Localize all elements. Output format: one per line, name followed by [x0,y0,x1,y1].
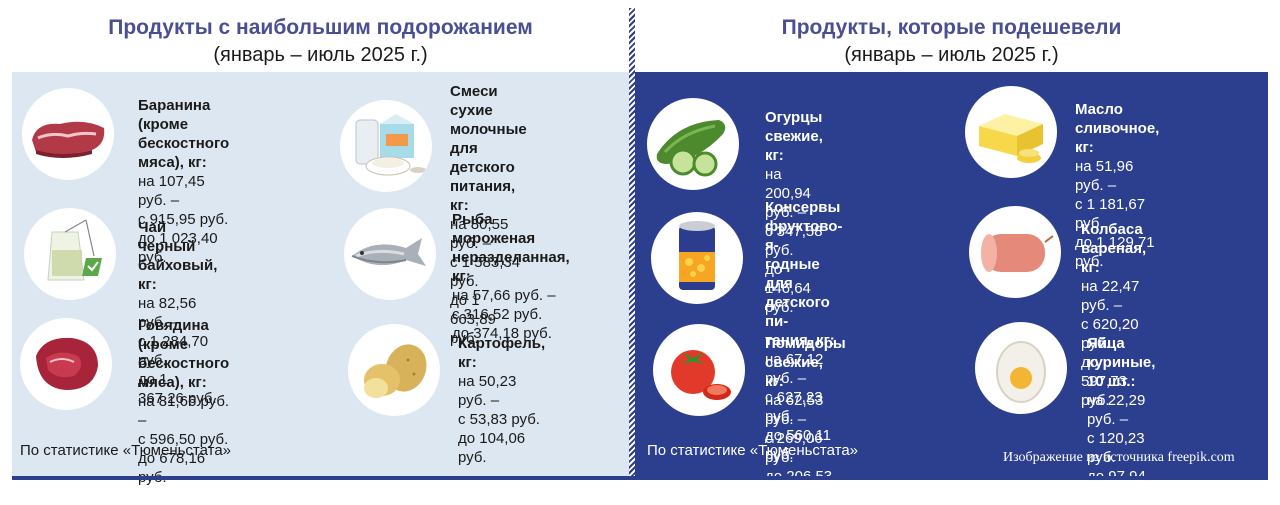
item-name: Колбаса вареная, кг: [1081,220,1146,277]
dry-milk-formula-icon [340,100,432,192]
item-name: Огурцы свежие, кг: [765,108,823,165]
boiled-sausage-icon [969,206,1061,298]
price-decrease-period: (январь – июль 2025 г.) [635,44,1268,67]
infographic: Продукты с наибольшим подорожанием (янва… [0,0,1280,489]
price-increase-header: Продукты с наибольшим подорожанием (янва… [12,8,629,72]
lamb-meat-icon [22,88,114,180]
item-to: до 206,53 руб. [765,467,846,505]
potato-icon [348,324,440,416]
price-increase-panel: Продукты с наибольшим подорожанием (янва… [12,0,629,480]
price-increase-period: (январь – июль 2025 г.) [12,44,629,67]
item-change: на 81,66 руб. – [138,392,229,430]
price-decrease-panel: Продукты, которые подешевели (январь – и… [635,0,1268,480]
item-name: Помидоры свежие, кг: [765,334,846,391]
price-decrease-list: Огурцы свежие, кг: на 200,94 руб. – с 34… [635,72,1268,480]
bottom-border [12,476,1268,480]
tea-bag-icon [24,208,116,300]
item-change: на 51,96 руб. – [1075,157,1159,195]
item-change: на 107,45 руб. – [138,172,229,210]
item-from: с 316,52 руб. [452,305,570,324]
item-to: до 104,06 руб. [458,429,545,467]
tomato-icon [653,324,745,416]
frozen-fish-icon [344,208,436,300]
item-name: Баранина (кроме бескостного мяса), кг: [138,96,229,172]
price-decrease-header: Продукты, которые подешевели (январь – и… [635,8,1268,72]
price-increase-list: Баранина (кроме бескостного мяса), кг: н… [12,72,629,480]
source-note: По статистике «Тюменьстата» [20,442,231,459]
butter-icon [965,86,1057,178]
item-change: на 57,66 руб. – [452,286,570,305]
item-from: с 53,83 руб. [458,410,545,429]
item-name: Масло сливочное, кг: [1075,100,1159,157]
item-change: на 62,53 руб. – [765,391,846,429]
egg-icon [975,322,1067,414]
canned-fruit-icon [651,212,743,304]
item-name: Рыба мороженая неразделанная, кг: [452,210,570,286]
source-note: По статистике «Тюменьстата» [647,442,858,459]
item-change: на 50,23 руб. – [458,372,545,410]
image-credit: Изображение из источника freepik.com [1003,450,1235,466]
price-decrease-title: Продукты, которые подешевели [635,16,1268,40]
item-name: Смеси сухие молочные для детского питани… [450,82,527,215]
cucumber-icon [647,98,739,190]
item-name: Картофель, кг: [458,334,545,372]
item-change: на 22,29 руб. – [1087,391,1155,429]
item-to: до 97,94 руб. [1087,467,1155,505]
item-name: Яйца куриные, 10 шт.: [1087,334,1155,391]
item-name: Говядина (кроме бескостного мяса), кг: [138,316,229,392]
price-increase-title: Продукты с наибольшим подорожанием [12,16,629,40]
item-name: Чай черный байховый, кг: [138,218,217,294]
item-change: на 22,47 руб. – [1081,277,1146,315]
item-name: Консервы фруктово-я- годные для детского… [765,198,842,350]
beef-icon [20,318,112,410]
